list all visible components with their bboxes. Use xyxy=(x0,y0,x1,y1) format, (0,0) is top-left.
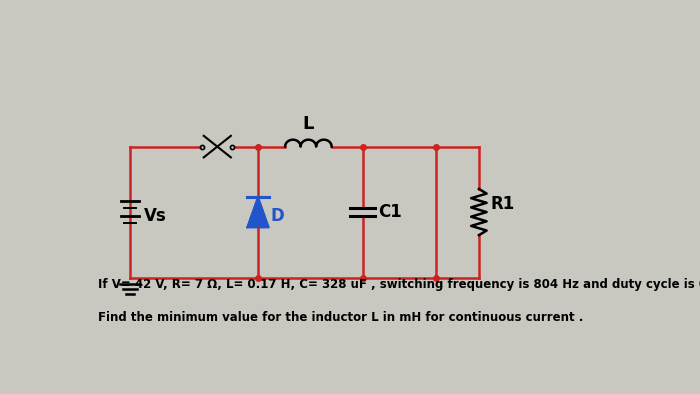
Text: If V= 42 V, R= 7 Ω, L= 0.17 H, C= 328 uF , switching frequency is 804 Hz and dut: If V= 42 V, R= 7 Ω, L= 0.17 H, C= 328 uF… xyxy=(98,278,700,291)
Text: Vs: Vs xyxy=(144,207,167,225)
Text: C1: C1 xyxy=(378,203,402,221)
Text: D: D xyxy=(270,207,284,225)
Polygon shape xyxy=(247,197,269,227)
Text: R1: R1 xyxy=(491,195,514,214)
Text: Find the minimum value for the inductor L in mH for continuous current .: Find the minimum value for the inductor … xyxy=(98,311,584,324)
Text: L: L xyxy=(302,115,314,133)
